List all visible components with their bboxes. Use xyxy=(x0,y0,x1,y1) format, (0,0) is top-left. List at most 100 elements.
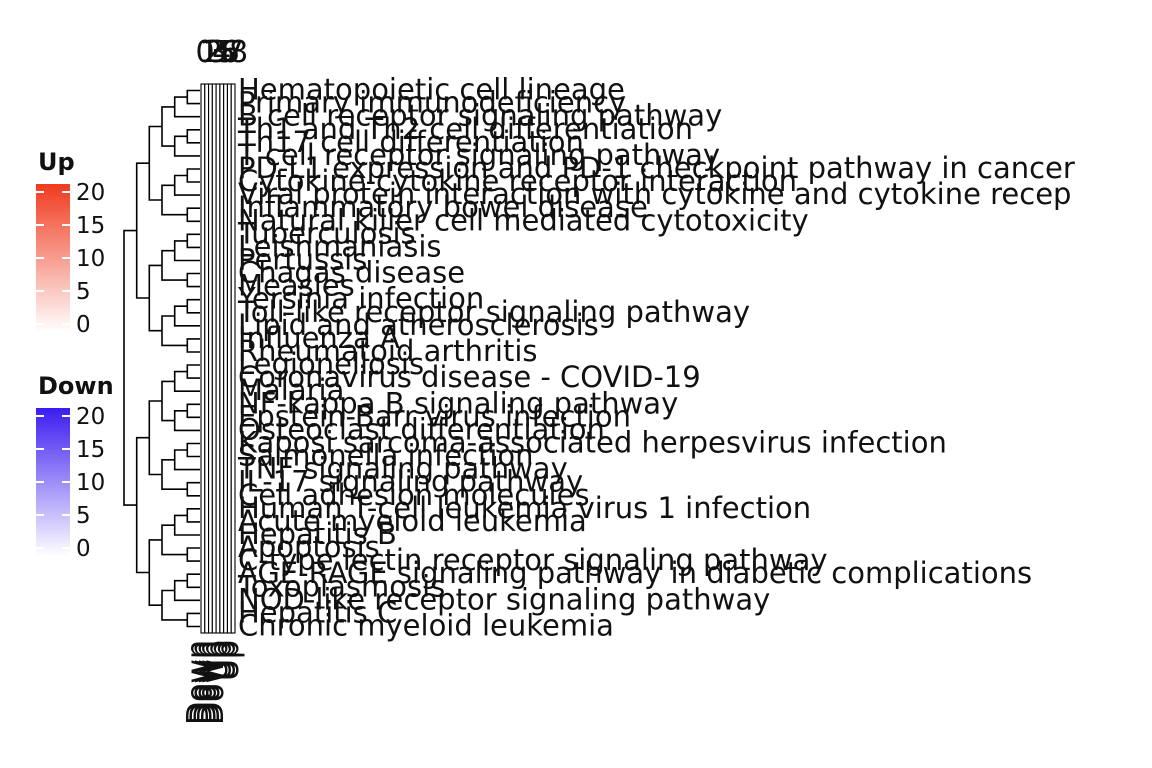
heatmap-column xyxy=(204,83,210,634)
heatmap-column xyxy=(219,83,225,634)
dendrogram-branch xyxy=(186,272,200,288)
row-label: Viral protein interaction with cytokine … xyxy=(238,177,1071,211)
dendrogram-branch xyxy=(161,380,175,422)
row-label: Kaposi sarcoma-associated herpesvirus in… xyxy=(238,426,947,460)
row-label: Toxoplasmosis xyxy=(237,569,445,603)
column-bottom-label: Up xyxy=(211,640,246,681)
row-label: Inflammatory bowel disease xyxy=(238,190,648,224)
dendrogram-branch xyxy=(186,89,200,105)
dendrogram-branch xyxy=(161,106,175,147)
legend-tick-label: 0 xyxy=(76,312,91,338)
column-top-label: 4 xyxy=(212,35,231,70)
row-label: Legionellosis xyxy=(238,347,424,381)
column-top-label: 3 xyxy=(208,35,227,70)
dendrogram-branch xyxy=(148,125,162,201)
legend-down: Down 20 15 10 5 0 xyxy=(36,372,114,562)
row-label: Coronavirus disease - COVID-19 xyxy=(238,360,701,394)
dendrogram-branch xyxy=(186,612,200,628)
row-label: Epstein-Barr virus infection xyxy=(238,399,631,433)
row-label: Hematopoietic cell lineage xyxy=(238,73,625,107)
row-label: Measles xyxy=(238,269,355,303)
row-label: B cell receptor signaling pathway xyxy=(238,99,722,133)
dendrogram-branch xyxy=(161,249,188,281)
row-label: Apoptosis xyxy=(238,530,380,564)
dendrogram-branch xyxy=(173,174,200,196)
row-label: AGE-RAGE signaling pathway in diabetic c… xyxy=(238,556,1032,590)
row-label: Natural killer cell mediated cytotoxicit… xyxy=(238,203,809,237)
row-label: Cell adhesion molecules xyxy=(238,478,590,512)
dendrogram-branch xyxy=(173,135,200,157)
dendrogram-branch xyxy=(186,481,200,497)
legend-tick-label: 5 xyxy=(76,503,91,529)
heatmap-column xyxy=(211,83,217,634)
dendrogram-branch xyxy=(186,547,200,562)
row-label: T cell receptor signaling pathway xyxy=(237,138,720,172)
dendrogram-branch xyxy=(161,315,188,347)
row-label: PD-L1 expression and PD-1 checkpoint pat… xyxy=(238,151,1075,185)
row-label: C-type lectin receptor signaling pathway xyxy=(238,543,828,577)
dendrogram-branch xyxy=(161,524,188,556)
column-top-label: 5 xyxy=(216,35,235,70)
dendrogram-branch xyxy=(148,400,162,476)
dendrogram-branch xyxy=(186,168,200,183)
row-label: Influenza A xyxy=(238,321,400,355)
row-label: IL-17 signaling pathway xyxy=(238,465,583,499)
column-bottom-label: Down xyxy=(181,640,216,725)
dendrogram-branch xyxy=(161,459,188,490)
row-label: Hepatitis C xyxy=(238,595,397,629)
column-bottom-label: Up xyxy=(200,640,235,681)
row-label: Chronic myeloid leukemia xyxy=(238,609,614,643)
legend-tick-label: 10 xyxy=(76,246,105,272)
heatmap-body xyxy=(200,83,236,634)
legend-tick-label: 20 xyxy=(76,180,105,206)
legend-title: Up xyxy=(38,148,75,176)
row-label: Primary immunodeficiency xyxy=(238,86,626,120)
column-top-label: 7 xyxy=(225,35,244,70)
row-label: Chagas disease xyxy=(238,256,465,290)
dendrogram-branch xyxy=(135,162,150,299)
row-label: NOD-like receptor signaling pathway xyxy=(238,582,770,616)
row-label: Toll-like receptor signaling pathway xyxy=(237,295,750,329)
legend-tick-label: 5 xyxy=(76,279,91,305)
column-top-label: 0 xyxy=(195,35,214,70)
column-bottom-label: Up xyxy=(204,640,239,681)
dendrogram-branch xyxy=(173,449,200,471)
dendrogram-branch xyxy=(173,410,200,432)
row-label: Leishmaniasis xyxy=(238,229,442,263)
row-label: Pertussis xyxy=(238,243,367,277)
heatmap-column xyxy=(226,83,232,634)
column-top-label: 1 xyxy=(200,35,219,70)
row-label: Human T-cell leukemia virus 1 infection xyxy=(238,491,811,525)
row-label: Hepatitis B xyxy=(238,517,397,551)
dendrogram-branch xyxy=(161,184,188,216)
column-bottom-label: Down xyxy=(185,640,220,725)
legend-tick-label: 15 xyxy=(76,213,105,239)
dendrogram-branch xyxy=(186,233,200,249)
dendrogram-branch xyxy=(186,207,200,223)
legend-tick-label: 0 xyxy=(76,536,91,562)
dendrogram-branch xyxy=(173,96,200,118)
dendrogram-branch xyxy=(186,129,200,144)
row-label: Malaria xyxy=(238,373,344,407)
row-label: TNF signaling pathway xyxy=(237,452,568,486)
dendrogram-branch xyxy=(173,305,200,327)
row-label: Lipid and atherosclerosis xyxy=(238,308,599,342)
dendrogram-branch xyxy=(186,298,200,314)
dendrogram-branch xyxy=(148,264,162,332)
dendrogram-branch xyxy=(173,579,200,602)
column-bottom-label: Down xyxy=(192,640,227,725)
dendrogram-branch xyxy=(186,364,200,379)
column-bottom-label: Down xyxy=(196,640,231,725)
row-label: Acute myeloid leukemia xyxy=(238,504,587,538)
row-label: Th17 cell differentiation xyxy=(237,125,584,159)
column-top-label: 6 xyxy=(221,35,240,70)
dendrogram-branch xyxy=(173,370,200,392)
dendrogram-branch xyxy=(186,508,200,523)
legend-tick-label: 20 xyxy=(76,404,105,430)
dendrogram-branch xyxy=(173,514,200,536)
heatmap-column xyxy=(208,83,213,634)
dendrogram-branch xyxy=(186,338,200,353)
